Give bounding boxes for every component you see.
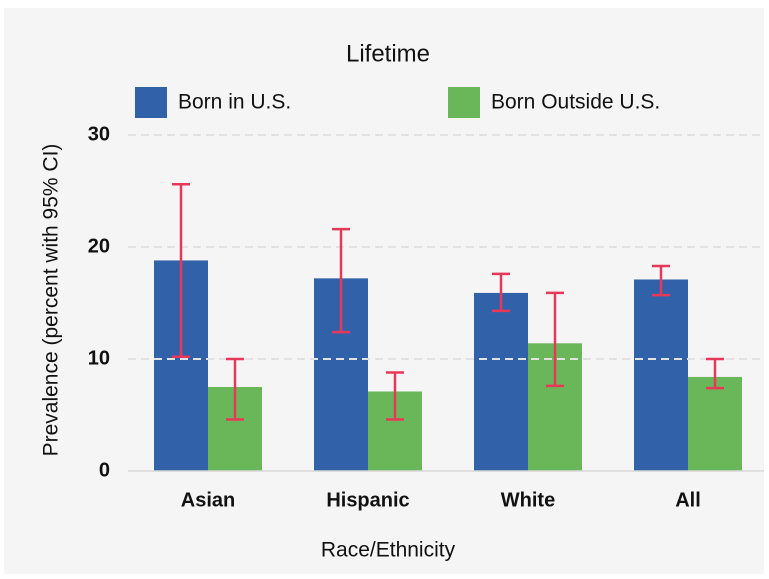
legend-label: Born in U.S. — [178, 91, 291, 114]
y-axis-label: Prevalence (percent with 95% CI) — [40, 144, 63, 457]
x-tick-label: Hispanic — [326, 489, 409, 511]
y-tick-label: 30 — [88, 123, 110, 145]
bar — [688, 376, 742, 471]
x-tick-label: White — [501, 489, 555, 511]
y-tick-label: 20 — [88, 235, 110, 257]
legend-label: Born Outside U.S. — [491, 91, 660, 114]
bar — [474, 292, 528, 471]
x-tick-label: Asian — [181, 489, 235, 511]
x-tick-label: All — [675, 489, 701, 511]
legend-swatch — [135, 87, 167, 118]
bar — [634, 279, 688, 471]
chart-title: Lifetime — [346, 40, 430, 67]
y-tick-label: 0 — [99, 459, 110, 481]
x-axis-label: Race/Ethnicity — [321, 539, 456, 562]
legend-swatch — [448, 87, 480, 118]
y-tick-label: 10 — [88, 347, 110, 369]
